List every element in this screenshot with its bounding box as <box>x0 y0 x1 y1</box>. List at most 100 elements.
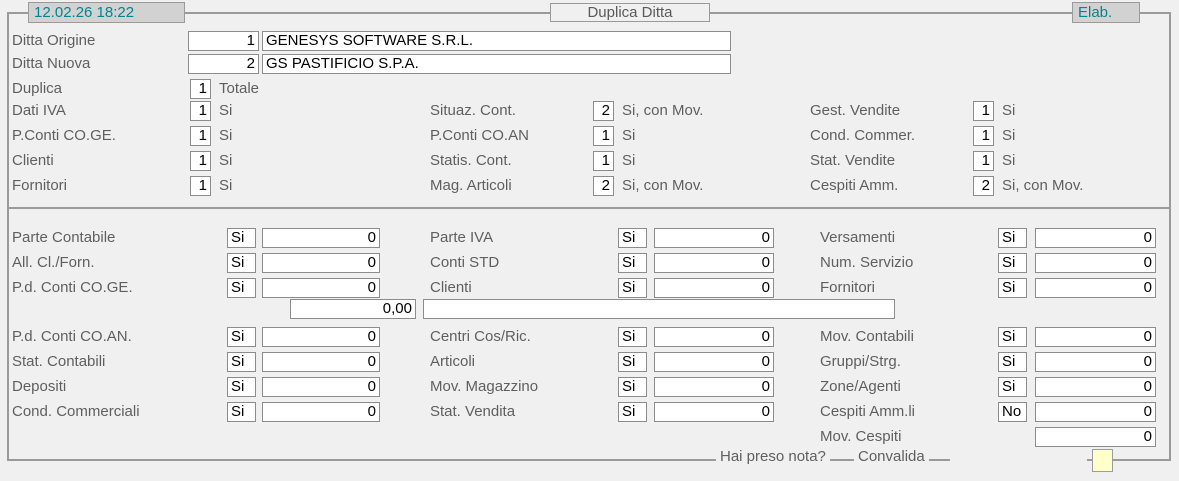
option-code-field[interactable]: 1 <box>190 125 211 146</box>
ditta-origine-code-field[interactable]: 1 <box>188 30 259 51</box>
counter-value-field[interactable]: 0 <box>654 326 774 347</box>
option-label: Dati IVA <box>12 102 66 119</box>
option-code-field[interactable]: 1 <box>973 125 994 146</box>
counter-value-field[interactable]: 0 <box>1035 277 1156 298</box>
option-label: Mag. Articoli <box>430 177 512 194</box>
counter-value-field[interactable]: 0 <box>262 326 380 347</box>
option-code-field[interactable]: 2 <box>593 100 614 121</box>
counter-flag-field[interactable]: Si <box>618 277 647 298</box>
counter-label: Num. Servizio <box>820 254 914 271</box>
counter-flag-field[interactable]: Si <box>998 376 1027 397</box>
window-title: Duplica Ditta <box>550 3 710 22</box>
option-code-field[interactable]: 1 <box>593 150 614 171</box>
convalida-button[interactable]: Convalida <box>854 448 929 465</box>
counter-flag-field[interactable]: Si <box>998 351 1027 372</box>
focus-cursor-field[interactable] <box>1092 449 1113 472</box>
counter-flag-field[interactable]: Si <box>227 227 256 248</box>
counter-value-field[interactable]: 0 <box>1035 401 1156 422</box>
ditta-origine-row: Ditta Origine 1 GENESYS SOFTWARE S.R.L. <box>12 29 731 52</box>
option-label: Cespiti Amm. <box>810 177 899 194</box>
option-code-field[interactable]: 1 <box>190 175 211 196</box>
counter-row-parte-iva: Parte IVA Si 0 <box>430 225 774 250</box>
counter-label: Fornitori <box>820 279 876 296</box>
counter-label: Articoli <box>430 353 476 370</box>
option-desc: Si <box>1002 152 1016 169</box>
option-desc: Si <box>1002 127 1016 144</box>
counter-value-field[interactable]: 0 <box>1035 252 1156 273</box>
option-label: P.Conti CO.GE. <box>12 127 116 144</box>
option-code-field[interactable]: 2 <box>593 175 614 196</box>
counter-flag-field[interactable]: Si <box>998 252 1027 273</box>
option-row-mag-articoli: Mag. Articoli 2 Si, con Mov. <box>430 173 703 198</box>
section-divider <box>7 207 1171 209</box>
option-code-field[interactable]: 1 <box>593 125 614 146</box>
counter-label: Centri Cos/Ric. <box>430 328 531 345</box>
option-row-pconti-coge: P.Conti CO.GE. 1 Si <box>12 123 232 148</box>
option-code-field[interactable]: 1 <box>973 150 994 171</box>
counter-flag-field[interactable]: Si <box>618 326 647 347</box>
counter-row-num-servizio: Num. Servizio Si 0 <box>820 250 1156 275</box>
option-row-pconti-coan: P.Conti CO.AN 1 Si <box>430 123 703 148</box>
counter-value-field[interactable]: 0 <box>654 227 774 248</box>
counter-value-field[interactable]: 0 <box>1035 426 1156 447</box>
duplica-code-field[interactable]: 1 <box>190 78 211 99</box>
counter-flag-field[interactable]: Si <box>998 326 1027 347</box>
option-code-field[interactable]: 1 <box>190 100 211 121</box>
counter-value-field[interactable]: 0 <box>262 277 380 298</box>
counter-flag-field[interactable]: Si <box>618 351 647 372</box>
option-desc: Si <box>622 152 636 169</box>
counter-flag-field[interactable]: Si <box>227 401 256 422</box>
counter-value-field[interactable]: 0 <box>1035 351 1156 372</box>
counter-label: Gruppi/Strg. <box>820 353 901 370</box>
ditta-nuova-name-field[interactable]: GS PASTIFICIO S.P.A. <box>262 53 731 74</box>
counter-value-field[interactable]: 0 <box>1035 376 1156 397</box>
amount-field[interactable]: 0,00 <box>290 299 416 319</box>
option-row-situaz-cont: Situaz. Cont. 2 Si, con Mov. <box>430 98 703 123</box>
counter-row-centri-cos-ric: Centri Cos/Ric. Si 0 <box>430 324 774 349</box>
counter-flag-field[interactable]: Si <box>618 376 647 397</box>
ditta-nuova-code-field[interactable]: 2 <box>188 53 259 74</box>
counter-value-field[interactable]: 0 <box>1035 227 1156 248</box>
counter-value-field[interactable]: 0 <box>654 401 774 422</box>
counter-flag-field[interactable]: Si <box>227 252 256 273</box>
counter-value-field[interactable]: 0 <box>262 401 380 422</box>
counter-label: Cond. Commerciali <box>12 403 140 420</box>
counter-row-pd-conti-coan: P.d. Conti CO.AN. Si 0 <box>12 324 380 349</box>
counter-value-field[interactable]: 0 <box>262 227 380 248</box>
counter-flag-field[interactable]: Si <box>227 351 256 372</box>
elab-button[interactable]: Elab. <box>1072 2 1140 23</box>
counter-flag-field[interactable]: Si <box>227 326 256 347</box>
ditta-origine-name-field[interactable]: GENESYS SOFTWARE S.R.L. <box>262 30 731 51</box>
amount-note-field[interactable] <box>423 299 895 319</box>
option-code-field[interactable]: 1 <box>190 150 211 171</box>
counter-row-pd-conti-coge: P.d. Conti CO.GE. Si 0 <box>12 275 380 300</box>
counter-flag-field[interactable]: Si <box>227 376 256 397</box>
option-label: P.Conti CO.AN <box>430 127 529 144</box>
counter-label: Parte IVA <box>430 229 494 246</box>
counter-value-field[interactable]: 0 <box>654 277 774 298</box>
counter-label: Cespiti Amm.li <box>820 403 916 420</box>
option-code-field[interactable]: 2 <box>973 175 994 196</box>
counter-row-fornitori: Fornitori Si 0 <box>820 275 1156 300</box>
counter-label: Zone/Agenti <box>820 378 901 395</box>
option-desc: Si <box>219 102 233 119</box>
counter-value-field[interactable]: 0 <box>262 376 380 397</box>
counter-flag-field[interactable]: Si <box>618 401 647 422</box>
counter-flag-field[interactable]: Si <box>227 277 256 298</box>
counter-value-field[interactable]: 0 <box>654 252 774 273</box>
counter-value-field[interactable]: 0 <box>654 351 774 372</box>
option-code-field[interactable]: 1 <box>973 100 994 121</box>
counter-value-field[interactable]: 0 <box>654 376 774 397</box>
counter-flag-field[interactable]: Si <box>998 227 1027 248</box>
counter-flag-field[interactable]: No <box>998 401 1027 422</box>
counter-value-field[interactable]: 0 <box>262 351 380 372</box>
counter-flag-field[interactable]: Si <box>618 227 647 248</box>
counter-row-mov-cespiti: Mov. Cespiti 0 <box>820 424 1156 449</box>
counter-value-field[interactable]: 0 <box>1035 326 1156 347</box>
counter-value-field[interactable]: 0 <box>262 252 380 273</box>
option-row-cespiti-amm: Cespiti Amm. 2 Si, con Mov. <box>810 173 1083 198</box>
ditta-nuova-row: Ditta Nuova 2 GS PASTIFICIO S.P.A. <box>12 52 731 75</box>
counter-flag-field[interactable]: Si <box>618 252 647 273</box>
counter-flag-field[interactable]: Si <box>998 277 1027 298</box>
option-desc: Si <box>1002 102 1016 119</box>
